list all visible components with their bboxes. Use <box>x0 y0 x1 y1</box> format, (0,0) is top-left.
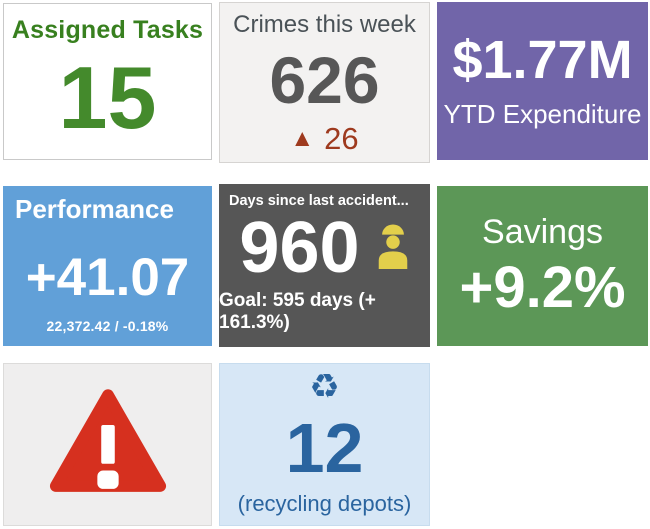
warning-card <box>3 363 212 526</box>
recycling-label: (recycling depots) <box>237 491 412 516</box>
crimes-delta: ▲ 26 <box>290 123 358 154</box>
warning-triangle-icon <box>48 389 168 498</box>
person-worker-icon <box>376 222 410 274</box>
savings-value: +9.2% <box>459 255 626 321</box>
savings-card: Savings +9.2% <box>437 186 648 346</box>
expenditure-value: $1.77M <box>452 29 633 90</box>
assigned-tasks-value: 15 <box>58 48 157 147</box>
performance-value: +41.07 <box>25 248 190 307</box>
performance-card: Performance +41.07 22,372.42 / -0.18% <box>3 186 212 346</box>
expenditure-label: YTD Expenditure <box>443 98 642 129</box>
recycling-value: 12 <box>285 408 364 487</box>
ytd-expenditure-card: $1.77M YTD Expenditure <box>437 2 648 160</box>
recycle-icon: ♻ <box>309 367 340 407</box>
assigned-tasks-card: Assigned Tasks 15 <box>3 3 212 160</box>
accident-value: 960 <box>239 207 360 288</box>
savings-title: Savings <box>482 213 603 252</box>
recycling-depots-card: ♻ 12 (recycling depots) <box>219 363 430 526</box>
performance-detail: 22,372.42 / -0.18% <box>46 318 169 334</box>
accident-title: Days since last accident... <box>229 193 409 209</box>
performance-title: Performance <box>15 194 174 224</box>
increase-triangle-icon: ▲ <box>290 124 315 152</box>
crimes-delta-value: 26 <box>324 121 359 156</box>
crimes-title: Crimes this week <box>233 11 416 38</box>
crimes-value: 626 <box>269 43 380 117</box>
days-since-accident-card: Days since last accident... 960 Goal: 59… <box>219 184 430 347</box>
accident-goal-text: Goal: 595 days (+ 161.3%) <box>219 290 376 333</box>
assigned-tasks-title: Assigned Tasks <box>11 16 204 44</box>
crimes-this-week-card: Crimes this week 626 ▲ 26 <box>219 2 430 163</box>
accident-middle-row: 960 <box>239 205 409 290</box>
